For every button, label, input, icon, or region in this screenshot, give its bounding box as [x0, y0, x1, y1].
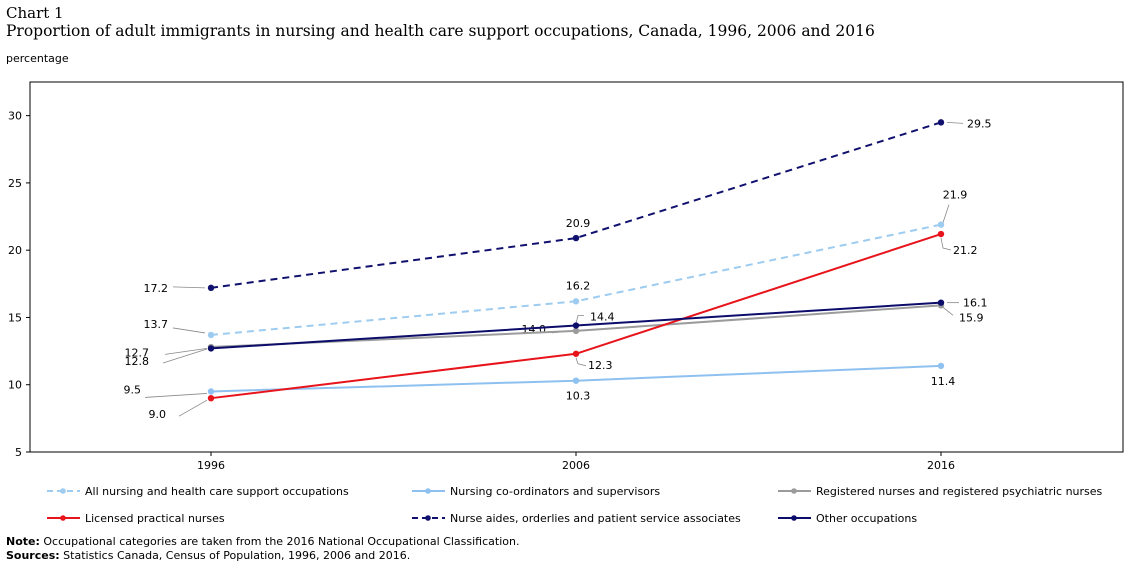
notes: Note: Occupational categories are taken … — [6, 535, 519, 563]
data-point — [207, 394, 215, 402]
data-label: 15.9 — [959, 311, 984, 324]
data-point — [207, 284, 215, 292]
legend-swatch-marker — [60, 488, 66, 494]
sources-line: Sources: Statistics Canada, Census of Po… — [6, 549, 519, 563]
sources-text: Statistics Canada, Census of Population,… — [59, 549, 411, 562]
data-label-leader — [172, 286, 206, 289]
data-label: 9.5 — [124, 383, 142, 396]
data-label-leader — [162, 348, 208, 364]
chart-label: Chart 1 — [6, 4, 64, 22]
y-axis-unit-label: percentage — [6, 52, 69, 65]
note-line: Note: Occupational categories are taken … — [6, 535, 519, 549]
series-line — [210, 233, 942, 400]
data-point — [937, 221, 945, 228]
data-label: 16.1 — [963, 297, 988, 310]
y-tick-label: 15 — [8, 311, 22, 324]
y-tick-label: 10 — [8, 379, 22, 392]
data-point — [937, 230, 945, 238]
data-label-leader — [144, 393, 208, 398]
sources-label: Sources: — [6, 549, 60, 562]
data-label: 13.7 — [144, 318, 169, 331]
x-tick-label: 2006 — [562, 459, 590, 472]
data-point — [937, 362, 945, 370]
note-label: Note: — [6, 535, 40, 548]
data-point — [572, 234, 580, 242]
data-point — [937, 299, 945, 306]
y-tick-label: 20 — [8, 244, 22, 257]
legend-swatch-marker — [791, 488, 797, 494]
data-label-leader — [942, 307, 954, 316]
axes: 5 10 15 20 25 30 1996 2006 2016 — [8, 110, 955, 472]
data-label-leader — [940, 237, 952, 251]
legend-swatch-marker — [425, 515, 431, 521]
data-label: 12.3 — [588, 359, 613, 372]
legend: All nursing and health care support occu… — [47, 485, 1103, 525]
legend-label: All nursing and health care support occu… — [85, 485, 349, 498]
series-line — [210, 121, 942, 289]
y-tick-label: 25 — [8, 177, 22, 190]
data-label: 14.4 — [590, 311, 615, 324]
legend-swatch-marker — [791, 515, 797, 521]
data-point — [572, 298, 580, 305]
data-labels: 13.716.221.99.5 10.311.412.814.015.99.012… — [124, 117, 992, 421]
x-tick-label: 2016 — [927, 459, 955, 472]
data-label-leader — [164, 348, 208, 355]
x-tick-label: 1996 — [197, 459, 225, 472]
data-point — [207, 331, 215, 339]
data-label: 12.8 — [125, 355, 150, 368]
data-point — [572, 327, 580, 335]
data-label-leader — [178, 399, 208, 417]
data-label: 20.9 — [566, 217, 591, 230]
y-tick-label: 5 — [15, 446, 22, 459]
data-point — [572, 377, 580, 384]
y-tick-label: 30 — [8, 110, 22, 123]
legend-label: Other occupations — [816, 512, 917, 525]
data-point — [207, 388, 215, 395]
series-lines — [207, 119, 945, 402]
data-label: 10.3 — [566, 390, 591, 403]
data-label-leader — [575, 357, 587, 367]
data-point — [937, 119, 945, 126]
data-label: 11.4 — [931, 375, 956, 388]
legend-label: Licensed practical nurses — [85, 512, 225, 525]
legend-swatch-marker — [60, 515, 66, 521]
data-label-leader — [172, 327, 206, 334]
data-label: 17.2 — [144, 282, 169, 295]
legend-label: Registered nurses and registered psychia… — [816, 485, 1103, 498]
data-label-leader — [942, 204, 950, 223]
legend-label: Nursing co-ordinators and supervisors — [450, 485, 660, 498]
data-label: 12.7 — [125, 346, 150, 359]
data-point — [572, 350, 580, 357]
data-point — [572, 322, 580, 329]
data-label-leader — [575, 315, 584, 324]
data-point — [207, 345, 215, 352]
note-text: Occupational categories are taken from t… — [39, 535, 520, 548]
legend-label: Nurse aides, orderlies and patient servi… — [450, 512, 741, 525]
data-label: 16.2 — [566, 279, 591, 292]
data-label: 29.5 — [967, 117, 992, 130]
legend-swatch-marker — [425, 488, 431, 494]
data-label-leader — [946, 121, 964, 124]
chart-title: Proportion of adult immigrants in nursin… — [6, 22, 875, 40]
line-chart: 5 10 15 20 25 30 1996 2006 2016 13.7 16.2 21.9 9.5 1… — [8, 81, 1124, 525]
data-label: 21.9 — [943, 189, 968, 202]
data-label: 21.2 — [953, 244, 978, 257]
data-label: 9.0 — [149, 408, 167, 421]
